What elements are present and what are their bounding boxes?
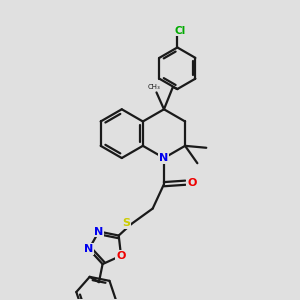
Text: N: N xyxy=(94,226,104,236)
Text: N: N xyxy=(159,153,169,163)
Text: CH₃: CH₃ xyxy=(147,84,160,90)
Text: O: O xyxy=(116,251,126,261)
Text: S: S xyxy=(122,218,130,228)
Text: O: O xyxy=(187,178,196,188)
Text: Cl: Cl xyxy=(174,26,185,35)
Text: N: N xyxy=(84,244,94,254)
